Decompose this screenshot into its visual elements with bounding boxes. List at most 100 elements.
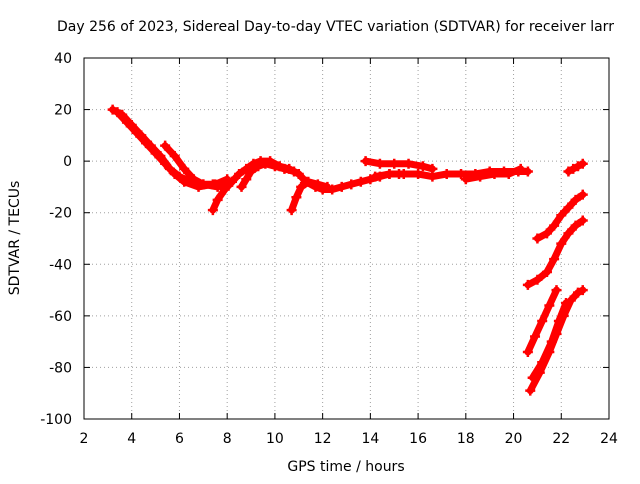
data-point [269,161,280,172]
data-point [489,169,500,180]
series-track-15 [527,297,572,383]
series-track-6 [286,176,333,216]
data-point [141,138,152,149]
data-point [112,107,123,118]
grid-lines [84,58,609,419]
data-point [522,279,533,290]
data-point [246,166,257,177]
x-tick-label: 22 [552,431,570,447]
data-point [398,169,409,180]
data-point [549,254,560,265]
data-point [577,158,588,169]
data-point [417,161,428,172]
series-track-5 [236,158,299,192]
data-point [226,176,237,187]
data-point [131,127,142,138]
y-tick-label: -80 [49,360,72,376]
data-point [179,163,190,174]
data-point [241,174,252,185]
data-point [169,150,180,161]
series-track-2 [112,107,218,192]
series-line [526,286,587,395]
data-point [179,176,190,187]
data-point [160,140,171,151]
data-point [291,192,302,203]
data-point [556,238,567,249]
data-point [279,163,290,174]
data-point [169,169,180,180]
data-point [413,169,424,180]
series-track-10 [522,215,588,290]
data-point [150,148,161,159]
data-point [289,166,299,177]
data-series [107,104,588,396]
data-point [360,156,371,167]
data-point [121,117,132,128]
data-point [515,163,526,174]
y-tick-label: -100 [40,412,72,428]
data-point [441,169,452,180]
data-point [207,205,218,216]
data-point [549,220,560,231]
data-point [577,285,588,296]
data-point [530,331,541,342]
data-point [312,179,323,190]
data-point [570,220,581,231]
data-point [427,171,438,182]
data-point [322,181,333,192]
data-point [234,169,245,180]
chart-title: Day 256 of 2023, Sidereal Day-to-day VTE… [57,19,614,35]
data-point [553,316,564,327]
series-track-9 [460,163,526,185]
data-point [563,202,574,213]
x-tick-label: 8 [223,431,232,447]
data-point [537,357,548,368]
data-point [570,194,581,205]
data-point [532,233,543,244]
data-point [532,274,543,285]
data-point [374,158,385,169]
data-point [355,176,366,187]
data-point [384,169,395,180]
data-point [525,385,536,396]
y-axis-label: SDTVAR / TECUs [7,181,23,296]
data-point [253,161,264,172]
data-point [188,174,199,185]
data-point [212,181,223,192]
data-point [336,181,347,192]
data-point [403,158,414,169]
data-point [212,194,223,205]
data-point [260,158,271,169]
data-point [544,300,555,311]
data-point [219,184,230,195]
x-tick-label: 16 [409,431,427,447]
series-track-12 [563,158,588,177]
y-tick-label: 0 [63,154,72,170]
data-point [503,169,514,180]
data-point [160,158,171,169]
data-point [537,316,548,327]
data-point [527,372,538,383]
x-tick-label: 6 [175,431,184,447]
series-track-13 [522,285,562,357]
data-point [456,169,467,180]
x-axis-label: GPS time / hours [287,459,404,475]
series-line [113,108,217,191]
y-tick-label: -20 [49,206,72,222]
axis-ticks: 2 4 6 8 10 12 14 16 18 20 22 24-100-80-60-40-200204… [40,51,618,447]
y-tick-label: -40 [49,257,72,273]
data-point [236,181,247,192]
x-tick-label: 2 [80,431,89,447]
x-tick-label: 10 [266,431,284,447]
series-line [564,160,587,175]
data-point [346,179,357,190]
data-point [556,210,567,221]
data-point [541,228,552,239]
data-point [522,166,533,177]
y-tick-label: 40 [54,51,72,67]
data-point [389,158,400,169]
x-tick-label: 12 [314,431,332,447]
series-track-11 [532,189,588,244]
